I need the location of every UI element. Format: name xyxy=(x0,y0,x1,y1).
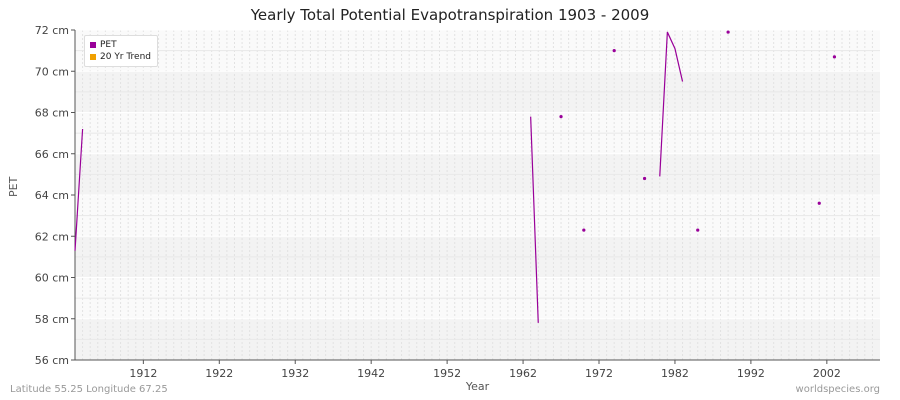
x-tick-label: 1962 xyxy=(509,367,537,380)
x-tick-label: 1942 xyxy=(357,367,385,380)
series-point xyxy=(832,55,837,59)
y-tick-label: 70 cm xyxy=(35,65,69,78)
y-tick-label: 60 cm xyxy=(35,272,69,285)
y-tick-label: 62 cm xyxy=(35,230,69,243)
x-tick-label: 1972 xyxy=(585,367,613,380)
y-tick-label: 64 cm xyxy=(35,189,69,202)
footer-source: worldspecies.org xyxy=(795,384,880,395)
y-tick-label: 72 cm xyxy=(35,24,69,37)
x-tick-label: 1952 xyxy=(433,367,461,380)
y-tick-label: 68 cm xyxy=(35,107,69,120)
series-point xyxy=(817,201,821,205)
series-line-segment xyxy=(74,128,84,251)
y-axis-label: PET xyxy=(7,176,20,197)
series-point xyxy=(642,176,647,181)
y-tick-labels: 56 cm 58 cm 60 cm 62 cm 64 cm 66 cm 68 cm 70 cm… xyxy=(35,24,75,367)
legend: PET 20 Yr Trend xyxy=(84,35,159,67)
legend-swatch-trend xyxy=(90,54,96,60)
x-axis-label: Year xyxy=(465,380,490,393)
series-point xyxy=(612,49,616,53)
x-tick-label: 1922 xyxy=(205,367,233,380)
y-tick-label: 56 cm xyxy=(35,354,69,367)
series-layer xyxy=(74,30,837,323)
x-tick-label: 2002 xyxy=(813,367,841,380)
horizontal-gridlines xyxy=(75,29,880,361)
y-tick-label: 66 cm xyxy=(35,148,69,161)
x-tick-label: 1992 xyxy=(737,367,765,380)
footer-location: Latitude 55.25 Longitude 67.25 xyxy=(10,384,168,395)
series-point xyxy=(559,115,563,119)
series-point xyxy=(696,228,700,232)
x-tick-label: 1982 xyxy=(661,367,689,380)
legend-item-pet: PET xyxy=(90,39,151,51)
chart-title: Yearly Total Potential Evapotranspiratio… xyxy=(250,6,650,24)
x-tick-label: 1912 xyxy=(129,367,157,380)
series-line-segment xyxy=(659,31,684,177)
series-point xyxy=(726,30,730,34)
series-point xyxy=(582,228,586,232)
series-line-segment xyxy=(530,116,539,323)
x-tick-label: 1932 xyxy=(281,367,309,380)
y-tick-label: 58 cm xyxy=(35,313,69,326)
legend-item-trend: 20 Yr Trend xyxy=(90,51,151,63)
legend-label-pet: PET xyxy=(100,40,117,50)
legend-swatch-pet xyxy=(90,42,96,48)
x-tick-labels: 1912 1922 1932 1942 1952 1962 1972 1982 1992 2002 xyxy=(129,360,841,380)
legend-label-trend: 20 Yr Trend xyxy=(100,52,152,62)
